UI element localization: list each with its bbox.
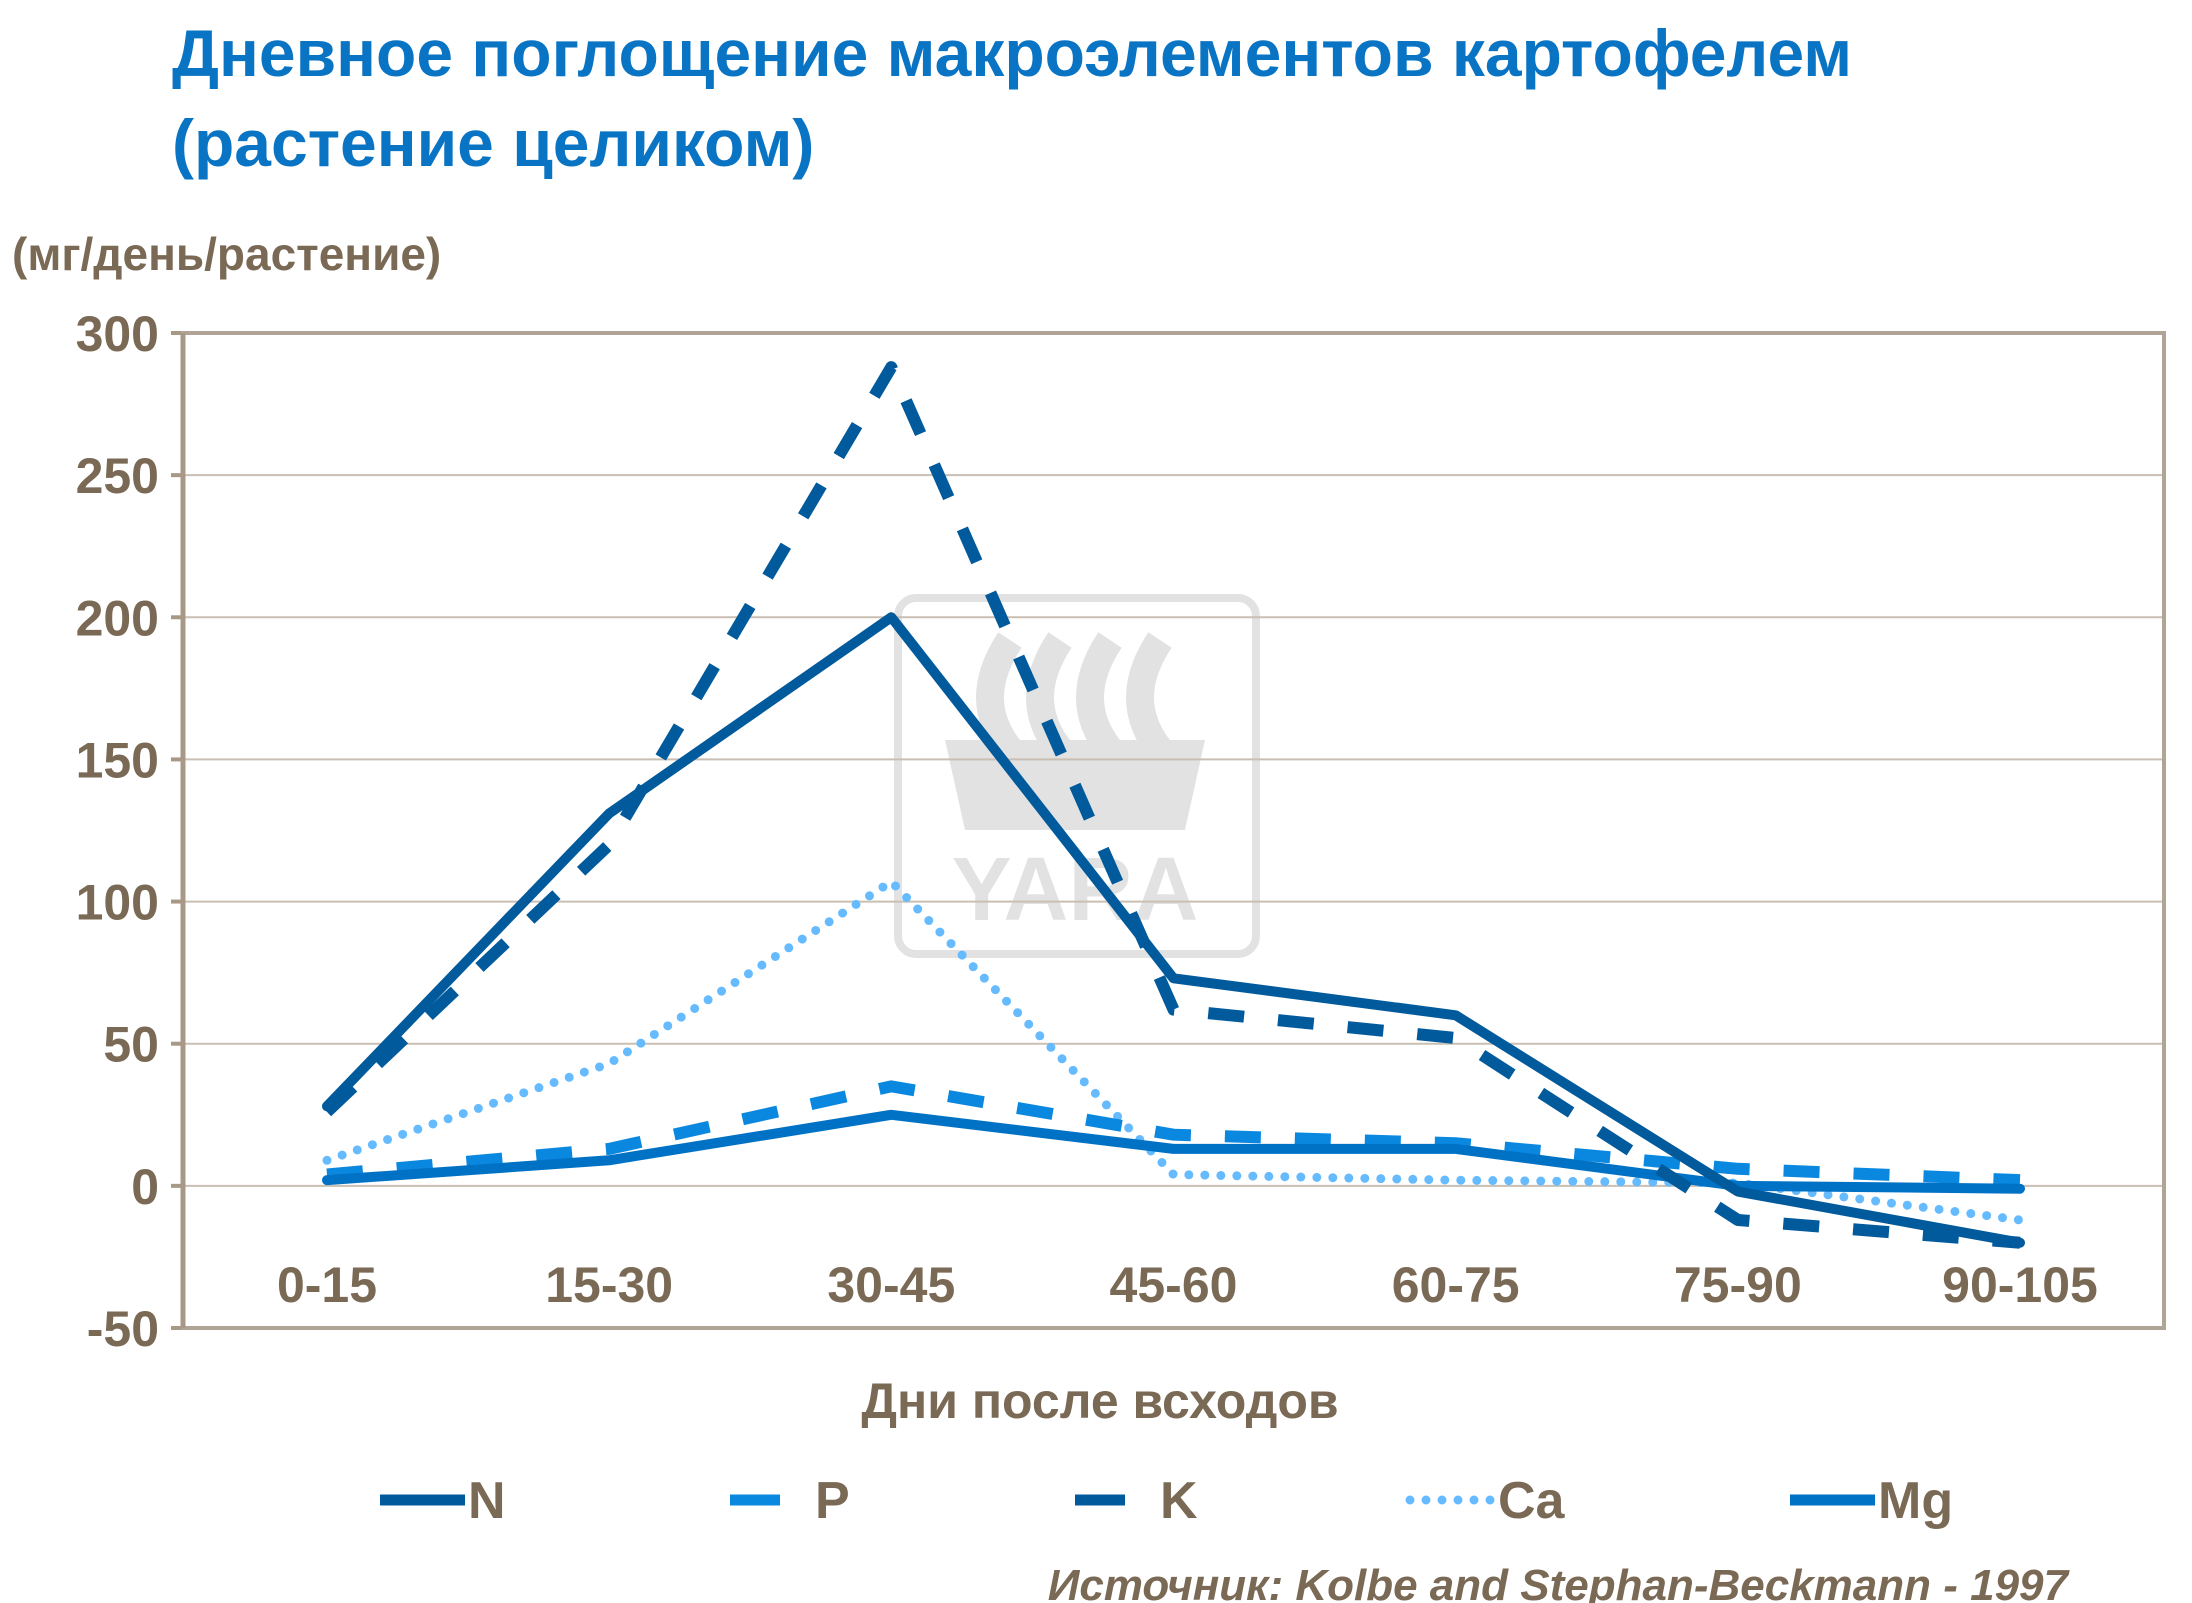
x-tick-labels: 0-15 15-30 30-45 45-60 60-75 75-90 90-105	[277, 1257, 2098, 1313]
y-axis-unit-label: (мг/день/растение)	[12, 228, 441, 280]
series-line-p	[326, 1080, 2021, 1187]
y-tick-label: 150	[76, 732, 159, 788]
chart-title-line1: Дневное поглощение макроэлементов картоф…	[172, 16, 1852, 90]
chart-title-line2: (растение целиком)	[172, 106, 814, 180]
series-lines	[322, 361, 2025, 1249]
legend: N P K Ca Mg	[380, 1472, 1953, 1530]
x-tick-label: 90-105	[1942, 1257, 2098, 1313]
y-tick-labels: 300 250 200 150 100 50 0 -50	[76, 306, 159, 1357]
x-tick-label: 75-90	[1674, 1257, 1802, 1313]
y-tick-label: 300	[76, 306, 159, 362]
legend-label-n: N	[468, 1472, 506, 1530]
legend-label-p: P	[815, 1472, 850, 1530]
series-line-k	[322, 361, 2021, 1249]
y-tick-label: 0	[131, 1159, 159, 1215]
x-tick-label: 30-45	[827, 1257, 955, 1313]
series-line-n	[322, 612, 2025, 1248]
x-tick-label: 0-15	[277, 1257, 377, 1313]
legend-label-k: K	[1160, 1472, 1198, 1530]
legend-label-ca: Ca	[1498, 1472, 1566, 1530]
x-tick-label: 45-60	[1110, 1257, 1238, 1313]
y-tick-label: 50	[103, 1017, 159, 1073]
series-line-ca	[322, 877, 2025, 1225]
axes	[171, 331, 2166, 1330]
y-tick-label: 200	[76, 590, 159, 646]
x-tick-label: 15-30	[545, 1257, 673, 1313]
legend-label-mg: Mg	[1878, 1472, 1953, 1530]
x-axis-label: Дни после всходов	[861, 1373, 1338, 1429]
x-tick-label: 60-75	[1392, 1257, 1520, 1313]
grid	[183, 474, 2164, 1187]
source-note: Источник: Kolbe and Stephan-Beckmann - 1…	[1048, 1561, 2071, 1603]
y-tick-label: 250	[76, 448, 159, 504]
y-tick-label: 100	[76, 875, 159, 931]
y-tick-label: -50	[87, 1301, 159, 1357]
